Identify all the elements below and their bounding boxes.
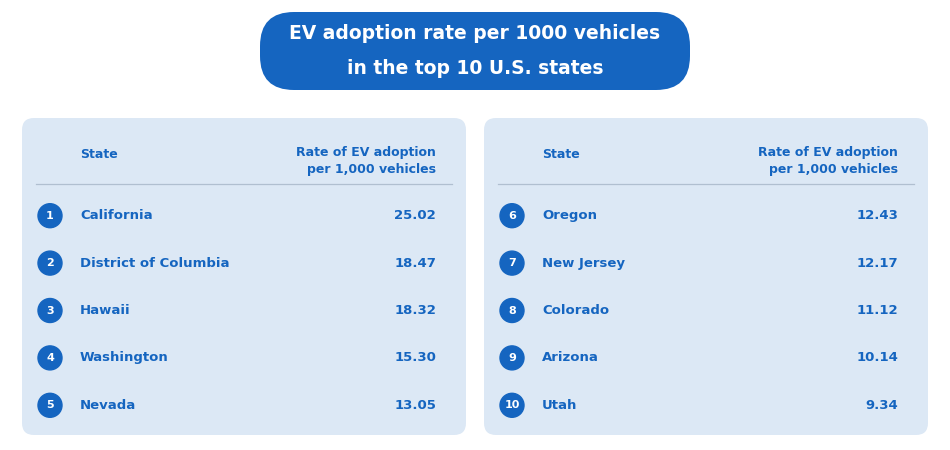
Text: 5: 5 [47, 400, 54, 410]
Circle shape [500, 298, 524, 323]
Text: 9.34: 9.34 [865, 399, 898, 412]
Text: Oregon: Oregon [542, 209, 597, 222]
Text: 10.14: 10.14 [856, 351, 898, 364]
Circle shape [500, 346, 524, 370]
Text: 18.47: 18.47 [394, 256, 436, 270]
Text: Rate of EV adoption
per 1,000 vehicles: Rate of EV adoption per 1,000 vehicles [296, 146, 436, 176]
Circle shape [38, 298, 62, 323]
Text: 9: 9 [508, 353, 516, 363]
Text: California: California [80, 209, 153, 222]
Text: District of Columbia: District of Columbia [80, 256, 230, 270]
FancyBboxPatch shape [22, 118, 466, 435]
Circle shape [500, 251, 524, 275]
Text: 7: 7 [508, 258, 516, 268]
Text: in the top 10 U.S. states: in the top 10 U.S. states [347, 58, 603, 78]
Circle shape [500, 204, 524, 228]
Text: State: State [80, 148, 118, 161]
Text: 15.30: 15.30 [394, 351, 436, 364]
Circle shape [38, 346, 62, 370]
Text: 13.05: 13.05 [394, 399, 436, 412]
Text: 25.02: 25.02 [394, 209, 436, 222]
Text: 3: 3 [47, 306, 54, 315]
Text: 12.43: 12.43 [856, 209, 898, 222]
Text: 10: 10 [504, 400, 520, 410]
Text: 18.32: 18.32 [394, 304, 436, 317]
Circle shape [500, 393, 524, 417]
FancyBboxPatch shape [484, 118, 928, 435]
Text: Washington: Washington [80, 351, 169, 364]
Text: 2: 2 [47, 258, 54, 268]
Text: New Jersey: New Jersey [542, 256, 625, 270]
Text: 6: 6 [508, 211, 516, 220]
Text: 12.17: 12.17 [856, 256, 898, 270]
Text: 4: 4 [46, 353, 54, 363]
Text: EV adoption rate per 1000 vehicles: EV adoption rate per 1000 vehicles [290, 24, 660, 43]
Text: Hawaii: Hawaii [80, 304, 130, 317]
Text: Utah: Utah [542, 399, 578, 412]
Text: Arizona: Arizona [542, 351, 598, 364]
Text: 1: 1 [47, 211, 54, 220]
Circle shape [38, 204, 62, 228]
Text: 8: 8 [508, 306, 516, 315]
Text: Colorado: Colorado [542, 304, 609, 317]
Text: Nevada: Nevada [80, 399, 136, 412]
FancyBboxPatch shape [260, 12, 690, 90]
Circle shape [38, 251, 62, 275]
Text: State: State [542, 148, 580, 161]
Circle shape [38, 393, 62, 417]
Text: 11.12: 11.12 [856, 304, 898, 317]
Text: Rate of EV adoption
per 1,000 vehicles: Rate of EV adoption per 1,000 vehicles [758, 146, 898, 176]
